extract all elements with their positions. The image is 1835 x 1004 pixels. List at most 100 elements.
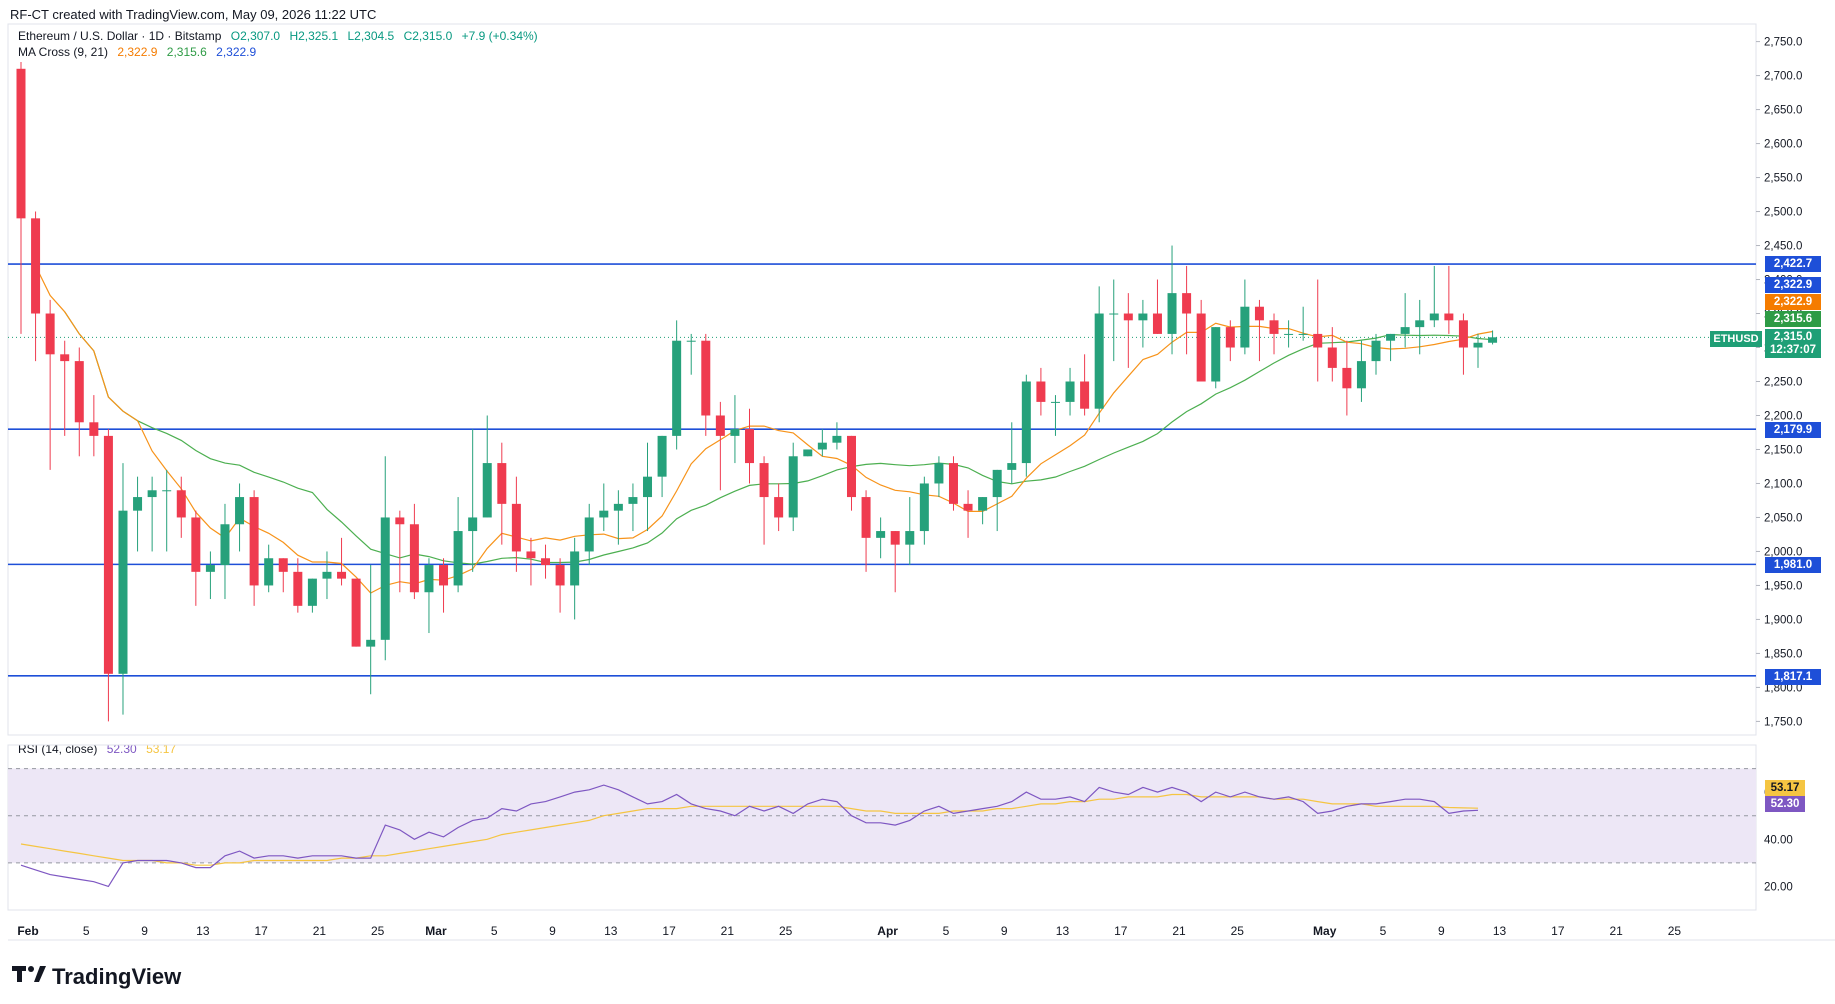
candle <box>934 456 944 498</box>
candle <box>672 320 682 450</box>
candle-body <box>1080 381 1090 409</box>
candle <box>1050 395 1060 436</box>
rsi-axis-tag: 52.30 <box>1765 796 1805 812</box>
symbol-price-tag: ETHUSD <box>1710 331 1762 347</box>
candle-body <box>1036 381 1046 402</box>
candle-body <box>31 218 41 314</box>
candle-body <box>1284 333 1294 335</box>
ma-value-2: 2,315.6 <box>166 45 207 59</box>
symbol-legend: Ethereum / U.S. Dollar · 1D · Bitstamp O… <box>18 29 544 43</box>
candle-body <box>1458 320 1468 348</box>
x-tick-label: 17 <box>1114 924 1128 938</box>
candle-body <box>992 469 1002 498</box>
x-tick-label: 13 <box>604 924 618 938</box>
candle <box>788 442 798 532</box>
candle <box>176 476 186 538</box>
x-tick-label: Apr <box>877 924 898 938</box>
candle <box>322 551 332 600</box>
candle <box>89 395 99 457</box>
candle <box>16 61 26 334</box>
candle-body <box>45 313 55 355</box>
candle <box>963 490 973 538</box>
candle <box>278 558 288 593</box>
candle-body <box>570 551 580 586</box>
candle-body <box>1415 320 1425 328</box>
candle-body <box>1211 327 1221 382</box>
candle-body <box>118 510 128 674</box>
candle-body <box>643 476 653 498</box>
x-tick-label: 17 <box>662 924 676 938</box>
candle-body <box>1109 313 1119 315</box>
candle-body <box>322 571 332 579</box>
candle <box>1284 320 1294 348</box>
candle-body <box>1225 327 1235 348</box>
ma-label[interactable]: MA Cross (9, 21) <box>18 45 109 59</box>
candle <box>1458 313 1468 375</box>
candle <box>45 299 55 470</box>
tradingview-brand: TradingView <box>52 964 182 989</box>
candle-body <box>191 517 201 572</box>
x-tick-label: 17 <box>254 924 268 938</box>
y-tick-label: 2,600.0 <box>1764 139 1802 151</box>
candle <box>613 490 623 545</box>
x-tick-label: 5 <box>83 924 90 938</box>
y-tick-label: 1,750.0 <box>1764 716 1802 728</box>
candle <box>1386 333 1396 362</box>
price-axis-tag: 2,422.7 <box>1765 256 1821 272</box>
x-tick-label: 9 <box>1001 924 1008 938</box>
y-tick-label: 2,650.0 <box>1764 105 1802 117</box>
legend-low: L2,304.5 <box>347 29 395 43</box>
candle <box>133 476 143 552</box>
candle <box>890 531 900 593</box>
candle <box>686 333 696 375</box>
candle <box>366 565 376 695</box>
candle <box>876 517 886 559</box>
candle-body <box>584 517 594 552</box>
candle <box>162 469 172 552</box>
x-tick-label: 5 <box>1380 924 1387 938</box>
tradingview-logo-icon <box>12 964 46 990</box>
candle-body <box>468 517 478 532</box>
candle <box>1094 286 1104 423</box>
candle-body <box>1254 306 1264 321</box>
candle-body <box>103 435 113 674</box>
candle <box>468 429 478 572</box>
candle-body <box>1094 313 1104 409</box>
x-tick-label: Mar <box>425 924 447 938</box>
candle <box>118 463 128 715</box>
x-tick-label: 21 <box>313 924 327 938</box>
candle-body <box>1138 313 1148 321</box>
candle-body <box>235 497 245 525</box>
price-axis-tag: 1,981.0 <box>1765 557 1821 573</box>
candle-body <box>919 483 929 532</box>
x-tick-label: 9 <box>141 924 148 938</box>
x-tick-label: 5 <box>943 924 950 938</box>
candle <box>570 537 580 620</box>
candle <box>905 497 915 566</box>
candle <box>293 558 303 613</box>
candle-body <box>1269 320 1279 334</box>
candle <box>1327 327 1337 382</box>
candle <box>643 442 653 532</box>
price-axis-tag: 2,179.9 <box>1765 422 1821 438</box>
candle-body <box>220 524 230 566</box>
tradingview-logo[interactable]: TradingView <box>12 964 181 990</box>
candle <box>1313 279 1323 382</box>
candle-body <box>1488 337 1498 343</box>
y-tick-label: 1,850.0 <box>1764 648 1802 660</box>
x-tick-label: 21 <box>1172 924 1186 938</box>
y-tick-label: 1,950.0 <box>1764 580 1802 592</box>
candle-body <box>1371 340 1381 362</box>
candle <box>1400 293 1410 348</box>
candle <box>1444 265 1454 334</box>
candle <box>803 449 813 457</box>
x-tick-label: 25 <box>371 924 385 938</box>
price-axis-tag: 2,315.6 <box>1765 311 1821 327</box>
candle <box>1211 327 1221 389</box>
candle <box>1429 265 1439 328</box>
candle <box>701 333 711 436</box>
candle-body <box>701 340 711 416</box>
symbol-name[interactable]: Ethereum / U.S. Dollar · 1D · Bitstamp <box>18 29 222 43</box>
candle <box>1342 340 1352 416</box>
